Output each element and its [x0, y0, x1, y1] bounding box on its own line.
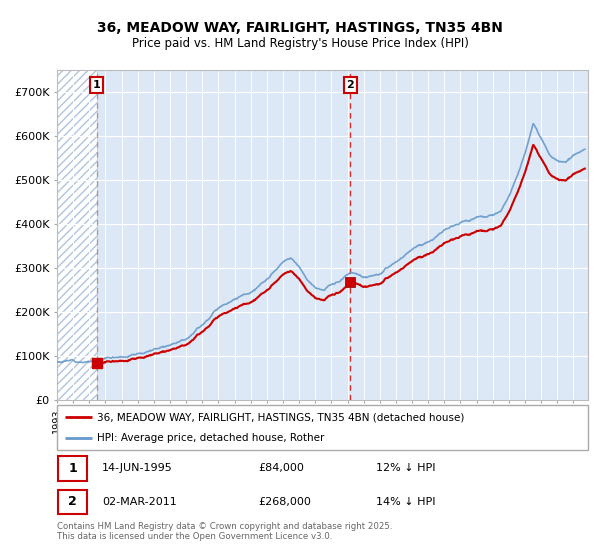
Text: 1: 1: [92, 80, 100, 90]
Text: 14-JUN-1995: 14-JUN-1995: [102, 464, 173, 473]
Text: 2: 2: [346, 80, 354, 90]
FancyBboxPatch shape: [58, 456, 87, 480]
Bar: [57, 70, 97, 400]
FancyBboxPatch shape: [57, 405, 588, 450]
Text: 36, MEADOW WAY, FAIRLIGHT, HASTINGS, TN35 4BN: 36, MEADOW WAY, FAIRLIGHT, HASTINGS, TN3…: [97, 21, 503, 35]
Text: Price paid vs. HM Land Registry's House Price Index (HPI): Price paid vs. HM Land Registry's House …: [131, 37, 469, 50]
Text: 12% ↓ HPI: 12% ↓ HPI: [376, 464, 435, 473]
FancyBboxPatch shape: [58, 489, 87, 514]
Text: 02-MAR-2011: 02-MAR-2011: [102, 497, 177, 507]
Text: 36, MEADOW WAY, FAIRLIGHT, HASTINGS, TN35 4BN (detached house): 36, MEADOW WAY, FAIRLIGHT, HASTINGS, TN3…: [97, 412, 464, 422]
Text: £84,000: £84,000: [259, 464, 305, 473]
Text: £268,000: £268,000: [259, 497, 311, 507]
Text: 1: 1: [68, 462, 77, 475]
Text: HPI: Average price, detached house, Rother: HPI: Average price, detached house, Roth…: [97, 432, 324, 442]
Text: Contains HM Land Registry data © Crown copyright and database right 2025.
This d: Contains HM Land Registry data © Crown c…: [57, 522, 392, 542]
Text: 14% ↓ HPI: 14% ↓ HPI: [376, 497, 435, 507]
Text: 2: 2: [68, 496, 77, 508]
